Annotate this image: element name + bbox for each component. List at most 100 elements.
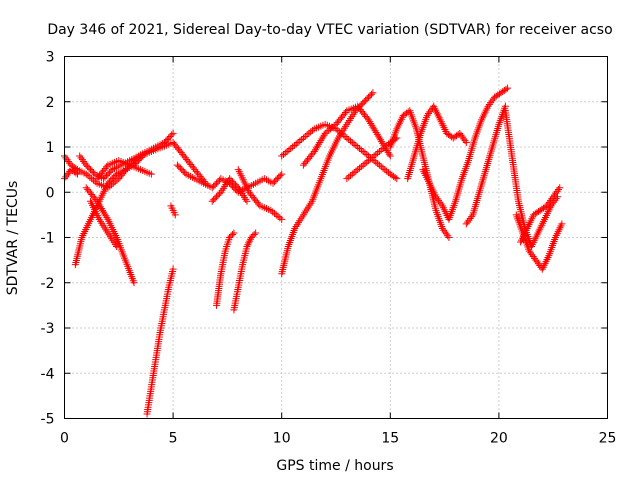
data-point xyxy=(369,89,377,97)
data-point xyxy=(321,129,329,137)
data-point xyxy=(72,169,80,177)
data-track-21 xyxy=(462,102,509,228)
data-point xyxy=(365,157,373,165)
data-point xyxy=(342,108,350,116)
data-point xyxy=(547,196,555,204)
data-point xyxy=(372,151,380,159)
axis-ticks xyxy=(64,56,608,419)
data-point xyxy=(363,95,371,103)
y-tick-label: 3 xyxy=(46,50,55,66)
data-point xyxy=(466,214,474,222)
data-track-12 xyxy=(230,229,260,314)
data-point xyxy=(283,148,291,156)
data-point xyxy=(548,195,556,203)
data-point xyxy=(137,154,145,162)
data-point xyxy=(363,151,371,159)
data-point xyxy=(373,130,381,138)
data-point xyxy=(101,210,109,218)
data-point xyxy=(252,229,260,237)
data-point xyxy=(226,234,234,241)
data-point xyxy=(113,176,121,184)
data-point xyxy=(363,158,371,166)
data-point xyxy=(231,181,239,189)
x-tick-label: 20 xyxy=(490,431,508,447)
data-point xyxy=(528,251,536,259)
data-point xyxy=(436,198,444,206)
y-tick-label: -3 xyxy=(41,321,55,337)
data-point xyxy=(370,125,378,133)
data-point xyxy=(379,164,387,172)
data-point xyxy=(147,170,155,178)
data-point xyxy=(100,175,108,183)
x-tick-label: 5 xyxy=(169,431,178,447)
data-point xyxy=(88,167,96,175)
data-point xyxy=(366,118,374,126)
data-point xyxy=(210,196,218,204)
data-point xyxy=(350,169,358,177)
data-point xyxy=(139,152,147,160)
data-point xyxy=(255,200,263,208)
data-point xyxy=(292,140,300,148)
data-point xyxy=(168,131,176,139)
data-point xyxy=(354,143,362,151)
data-point xyxy=(361,160,369,168)
data-points xyxy=(61,84,566,418)
data-point xyxy=(211,181,219,189)
data-point xyxy=(66,159,74,167)
data-point xyxy=(104,170,112,178)
data-point xyxy=(391,174,399,182)
data-point xyxy=(105,178,113,186)
data-point xyxy=(102,172,110,180)
data-point xyxy=(433,195,441,203)
data-point xyxy=(93,197,101,205)
data-point xyxy=(76,152,84,160)
data-point xyxy=(320,131,328,139)
plot-frame xyxy=(64,56,608,419)
data-point xyxy=(359,99,367,107)
data-track-7 xyxy=(143,265,177,418)
data-point xyxy=(386,152,394,160)
data-point xyxy=(91,178,99,186)
data-track-13 xyxy=(234,166,286,223)
data-point xyxy=(437,200,445,208)
y-tick-label: -1 xyxy=(41,231,55,247)
y-tick-label: 1 xyxy=(46,140,55,156)
data-point xyxy=(82,161,90,169)
data-point xyxy=(274,212,282,220)
data-point xyxy=(445,234,453,241)
data-point xyxy=(363,114,371,122)
data-point xyxy=(457,131,465,139)
data-point xyxy=(341,132,349,140)
data-point xyxy=(162,137,170,145)
data-point xyxy=(113,243,121,251)
data-point xyxy=(169,265,177,273)
x-tick-label: 15 xyxy=(381,431,399,447)
data-point xyxy=(460,135,468,143)
data-track-23 xyxy=(512,211,566,273)
data-point xyxy=(543,202,551,210)
data-point xyxy=(308,126,316,134)
data-point xyxy=(366,92,374,100)
data-point xyxy=(105,169,113,177)
data-point xyxy=(365,93,373,101)
data-point xyxy=(247,234,255,241)
data-point xyxy=(346,137,354,145)
data-point xyxy=(245,239,253,247)
data-point xyxy=(64,157,72,165)
data-point xyxy=(249,232,257,240)
data-point xyxy=(244,241,252,249)
y-tick-label: -2 xyxy=(41,276,55,292)
data-point xyxy=(303,131,311,139)
data-point xyxy=(214,178,222,186)
data-point xyxy=(368,121,376,129)
data-point xyxy=(309,149,317,157)
data-track-16 xyxy=(299,102,394,169)
data-point xyxy=(89,176,97,184)
data-point xyxy=(527,249,535,257)
data-point xyxy=(368,154,376,162)
data-track-5 xyxy=(87,197,121,251)
y-tick-label: -5 xyxy=(41,412,55,428)
data-point xyxy=(502,85,510,93)
data-point xyxy=(458,133,466,141)
data-point xyxy=(345,135,353,143)
